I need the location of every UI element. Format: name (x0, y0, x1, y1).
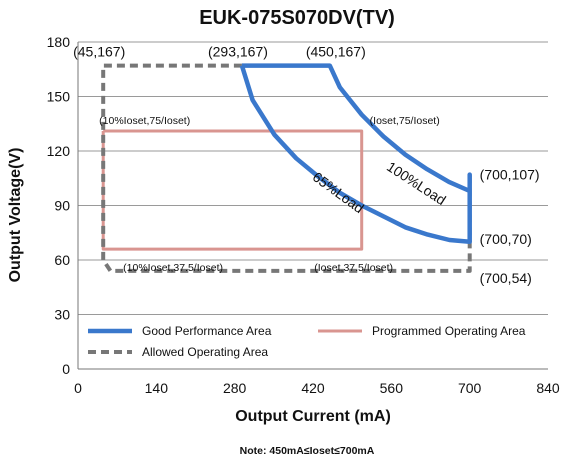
legend-entry: Allowed Operating Area (142, 345, 268, 359)
y-tick-label: 180 (47, 34, 71, 50)
y-tick-label: 0 (62, 361, 70, 377)
annotation-label: 65%Load (310, 169, 367, 217)
annotation-label: (450,167) (306, 44, 366, 60)
tick-labels: 0 30 60 90 120 150 180 0 140 280 420 560 700 840 (47, 34, 560, 396)
annotation-label: (293,167) (208, 44, 268, 60)
y-axis-title: Output Voltage(V) (7, 148, 24, 283)
annotation-label: (10%Ioset,75/Ioset) (99, 115, 190, 127)
y-tick-label: 30 (54, 307, 70, 323)
legend-entry: Programmed Operating Area (372, 324, 526, 338)
y-tick-label: 90 (54, 198, 70, 214)
chart-title: EUK-075S070DV(TV) (199, 7, 395, 29)
legend: Good Performance Area Programmed Operatin… (88, 324, 526, 359)
annotation-label: (45,167) (73, 44, 125, 60)
grid (78, 41, 548, 315)
x-axis-title: Output Current (mA) (235, 408, 391, 425)
axes (77, 42, 548, 370)
series-allowed-operating-area (101, 63, 472, 273)
annotation-label: (Ioset,75/Ioset) (370, 115, 440, 127)
series-good-performance-area (239, 63, 472, 245)
y-tick-label: 150 (47, 89, 71, 105)
y-tick-label: 120 (47, 143, 71, 159)
legend-entry: Good Performance Area (142, 324, 272, 338)
x-tick-label: 560 (380, 380, 404, 396)
x-tick-label: 420 (301, 380, 325, 396)
annotation-label: (10%Ioset,37.5/Ioset) (123, 262, 223, 274)
x-tick-label: 700 (458, 380, 482, 396)
x-tick-label: 0 (74, 380, 82, 396)
series-programmed-operating-area (101, 129, 364, 251)
series-group (101, 63, 472, 273)
annotation-label: (700,54) (480, 270, 532, 286)
x-tick-label: 280 (223, 380, 247, 396)
y-tick-label: 60 (54, 252, 70, 268)
annotation-label: (700,107) (480, 167, 540, 183)
x-tick-label: 140 (145, 380, 169, 396)
annotation-label: (700,70) (480, 231, 532, 247)
x-tick-label: 840 (536, 380, 560, 396)
annotation-label: 100%Load (384, 158, 449, 208)
annotation-label: (Ioset,37.5/Ioset) (314, 262, 393, 274)
chart-note: Note: 450mA≤Ioset≤700mA (240, 445, 375, 457)
